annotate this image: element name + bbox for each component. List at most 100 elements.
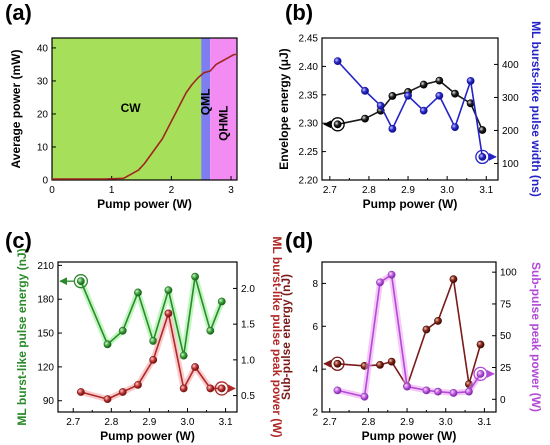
axes-frame — [321, 261, 497, 413]
y-tick-label: 8 — [312, 279, 318, 290]
data-point — [476, 340, 485, 349]
x-axis-label: Pump power (W) — [97, 197, 192, 211]
chart-panel-3: 2.7 2.8 2.9 3.0 3.1 90 120 150 180 210 0.5 1.0 1.5 2.… — [5, 228, 284, 443]
y-right-tick-label: 2.0 — [241, 284, 255, 295]
data-point — [466, 77, 475, 85]
x-tick-label: 2.9 — [401, 185, 415, 196]
panel-label: (d) — [285, 228, 313, 253]
x-tick-label: 3.1 — [219, 417, 233, 428]
axes-frame — [321, 37, 499, 181]
axis-indicator-ring — [475, 149, 490, 165]
data-point — [333, 359, 342, 368]
y-right-axis-label: ML bursts-like pulse width (ns) — [529, 21, 543, 197]
y-tick-label: 0 — [42, 176, 48, 187]
y-right-tick-label: 0 — [500, 395, 506, 406]
y-right-tick-label: 50 — [500, 331, 512, 342]
data-point — [118, 326, 127, 335]
series-line — [337, 60, 484, 158]
data-point — [134, 380, 142, 389]
y-right-tick-label: 300 — [502, 93, 519, 104]
panel-label: (a) — [5, 0, 32, 25]
x-tick-label: 3 — [228, 185, 234, 196]
data-point — [478, 152, 487, 161]
data-point — [217, 297, 226, 306]
region-label-qhml: QHML — [217, 106, 231, 141]
x-tick-label: 2.9 — [142, 417, 156, 428]
y-right-tick-label: 400 — [502, 60, 519, 71]
data-point — [179, 384, 188, 393]
data-point — [476, 369, 485, 378]
y-right-tick-label: 1.5 — [241, 320, 255, 331]
series-line — [80, 312, 222, 400]
data-point — [164, 309, 173, 318]
data-point — [333, 57, 342, 66]
series-line — [80, 275, 223, 357]
series-line — [337, 79, 484, 131]
data-point — [434, 317, 442, 325]
x-tick-label: 3.0 — [440, 185, 454, 196]
data-point — [449, 275, 458, 284]
data-point — [465, 387, 473, 396]
series-line — [52, 53, 237, 180]
x-tick-label: 2 — [169, 185, 175, 196]
y-tick-label: 2.45 — [299, 34, 319, 45]
x-tick-label: 1 — [109, 185, 115, 196]
x-tick-label: 2.8 — [362, 185, 376, 196]
data-point — [449, 389, 458, 397]
data-point — [361, 86, 369, 95]
data-point — [149, 355, 158, 364]
data-point — [478, 126, 487, 134]
y-tick-label: 2.35 — [299, 90, 319, 101]
data-point — [387, 357, 396, 366]
data-point — [103, 395, 112, 404]
data-point — [419, 80, 428, 89]
data-point — [434, 387, 442, 396]
x-tick-label: 3.1 — [477, 417, 491, 428]
axes-frame — [57, 261, 238, 413]
y-tick-label: 150 — [37, 329, 54, 340]
series-line — [337, 273, 482, 398]
y-tick-label: 4 — [312, 365, 318, 376]
data-point — [422, 386, 431, 395]
x-tick-label: 3.1 — [479, 185, 493, 196]
data-point — [360, 392, 369, 401]
data-point — [403, 382, 411, 391]
y-tick-label: 2.40 — [299, 62, 319, 73]
data-point — [387, 270, 396, 279]
data-point — [206, 326, 215, 335]
y-tick-label: 20 — [37, 109, 49, 120]
region-label-qml: QML — [199, 89, 213, 116]
y-tick-label: 2.25 — [299, 147, 319, 158]
panel-label: (c) — [5, 228, 32, 253]
axis-indicator-ring — [73, 274, 89, 289]
panel-label: (b) — [285, 0, 313, 25]
data-point — [376, 101, 385, 110]
y-right-axis-label: Sub-pulse peak power (W) — [529, 262, 543, 412]
x-tick-label: 2.8 — [361, 417, 375, 428]
y-tick-label: 2.20 — [299, 176, 319, 187]
y-tick-label: 6 — [312, 322, 318, 333]
data-point — [376, 278, 384, 287]
y-axis-label: Envelope energy (μJ) — [277, 48, 291, 169]
y-axis-label: Sub-pulse energy (nJ) — [279, 274, 293, 400]
y-right-tick-label: 25 — [500, 363, 512, 374]
region-qhml — [210, 38, 237, 180]
y-right-tick-label: 0.5 — [241, 391, 255, 402]
y-tick-label: 120 — [37, 362, 54, 373]
y-tick-label: 180 — [37, 295, 54, 306]
y-right-tick-label: 1.0 — [241, 355, 255, 366]
data-point — [164, 286, 173, 295]
data-point — [76, 277, 85, 286]
x-tick-label: 0 — [49, 185, 55, 196]
x-tick-label: 2.9 — [400, 417, 414, 428]
data-point — [333, 386, 342, 395]
data-point — [435, 91, 444, 100]
x-axis-label: Pump power (W) — [363, 197, 458, 211]
y-tick-label: 2.30 — [299, 119, 319, 130]
data-point — [179, 351, 188, 360]
y-axis-label: Average power (mW) — [9, 50, 23, 169]
region-cw — [52, 38, 202, 180]
y-tick-label: 40 — [37, 43, 49, 54]
data-point — [451, 123, 459, 132]
